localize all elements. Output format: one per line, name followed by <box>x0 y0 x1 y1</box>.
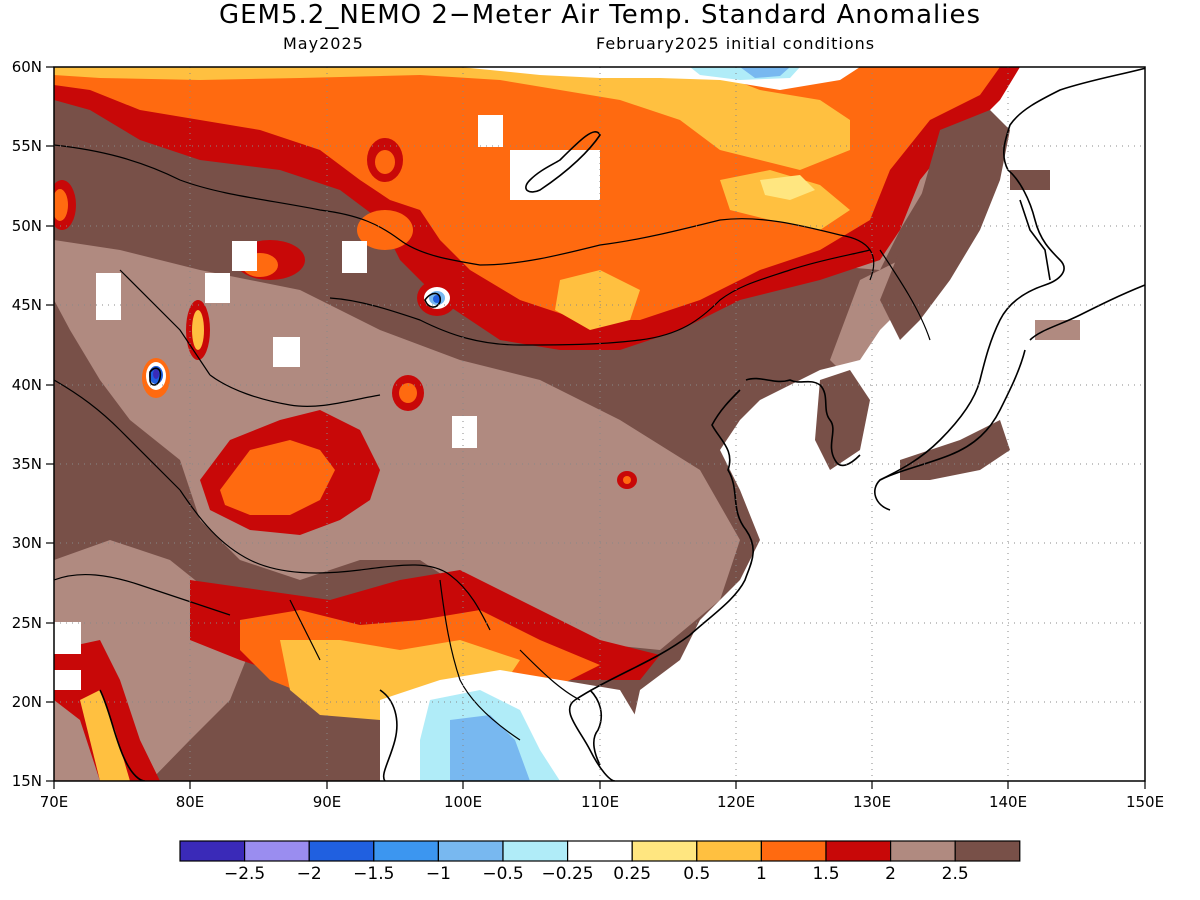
lat-label: 50N <box>12 217 42 235</box>
colorbar-swatch <box>244 840 310 862</box>
lat-labels: 60N 55N 50N 45N 40N 35N 30N 25N 20N 15N <box>12 58 42 790</box>
tibet-orange <box>220 440 335 515</box>
india-orange-strip <box>80 690 130 781</box>
manchuria-brown <box>880 110 1010 340</box>
valid-month: May2025 <box>283 34 364 53</box>
taupe-band-central <box>54 240 740 650</box>
cold-spot-altai <box>417 280 457 316</box>
colorbar-label: −2.5 <box>224 864 265 884</box>
lat-label: 25N <box>12 614 42 632</box>
map-field <box>54 67 1145 781</box>
indochina-light-blue <box>450 715 530 781</box>
colorbar-swatch <box>179 840 246 862</box>
colorbar-label: 2 <box>885 864 896 884</box>
lat-label: 20N <box>12 693 42 711</box>
lon-label: 120E <box>717 793 755 811</box>
lat-label: 60N <box>12 58 42 76</box>
colorbar-label: −2 <box>297 864 322 884</box>
colorbar-swatch <box>631 840 698 862</box>
ocean-east <box>620 67 1145 781</box>
colorbar-swatch <box>696 840 762 862</box>
yellow-patch-mongolia-a <box>555 270 640 330</box>
lon-label: 90E <box>313 793 342 811</box>
lon-label: 130E <box>853 793 891 811</box>
colorbar-swatch <box>437 840 504 862</box>
warm-spot-balkhash <box>186 300 210 360</box>
lon-label: 140E <box>989 793 1027 811</box>
sakhalin-brown <box>1010 170 1050 190</box>
yellow-orange-patch-a <box>54 67 850 170</box>
lon-label: 70E <box>40 793 69 811</box>
grid-lines <box>54 67 1145 781</box>
yellow-patch-mongolia-c <box>760 175 815 200</box>
colorbar-label: −0.25 <box>542 864 594 884</box>
lat-label: 45N <box>12 296 42 314</box>
colorbar-label: 1.5 <box>812 864 839 884</box>
lon-label: 150E <box>1126 793 1164 811</box>
axis-ticks <box>46 66 1146 789</box>
map-title: GEM5.2_NEMO 2−Meter Air Temp. Standard A… <box>218 0 982 30</box>
masked-cells <box>54 115 600 690</box>
lat-label: 30N <box>12 534 42 552</box>
colorbar-swatch <box>889 840 956 862</box>
coastlines <box>99 67 1145 781</box>
colorbar-label: 0.5 <box>683 864 710 884</box>
country-borders <box>54 144 931 741</box>
warm-spot-west <box>54 180 76 230</box>
lon-labels: 70E 80E 90E 100E 110E 120E 130E 140E 150… <box>40 793 1164 811</box>
colorbar-label: 2.5 <box>942 864 969 884</box>
colorbar-swatch <box>373 840 439 862</box>
colorbar-label: −0.5 <box>482 864 523 884</box>
lat-label: 35N <box>12 455 42 473</box>
korea-brown <box>815 370 870 470</box>
lat-label: 15N <box>12 772 42 790</box>
colorbar <box>179 840 1021 862</box>
colorbar-swatch <box>502 840 569 862</box>
colorbar-label: 1 <box>756 864 767 884</box>
warm-spot-sichuan <box>617 471 637 489</box>
colorbar-swatch <box>566 840 633 862</box>
arctic-blue <box>740 67 790 78</box>
lon-label: 80E <box>176 793 205 811</box>
colorbar-label: −1.5 <box>353 864 394 884</box>
colorbar-swatch <box>760 840 827 862</box>
yellow-patch-mongolia-b <box>720 170 850 230</box>
colorbar-swatch <box>308 840 375 862</box>
colorbar-swatch <box>954 840 1021 862</box>
hokkaido-brown <box>1035 320 1080 340</box>
lat-label: 40N <box>12 376 42 394</box>
colorbar-label: −1 <box>426 864 451 884</box>
warm-spot-qinghai <box>392 375 424 411</box>
colorbar-labels: −2.5 −2 −1.5 −1 −0.5 −0.25 0.25 0.5 1 1.5 2 2.5 <box>224 864 969 884</box>
colorbar-label: 0.25 <box>613 864 651 884</box>
initial-conditions: February2025 initial conditions <box>596 34 876 53</box>
lon-label: 100E <box>444 793 482 811</box>
lat-label: 55N <box>12 137 42 155</box>
colorbar-swatch <box>825 840 892 862</box>
cold-spot-tianshan <box>142 358 170 398</box>
lon-label: 110E <box>581 793 619 811</box>
